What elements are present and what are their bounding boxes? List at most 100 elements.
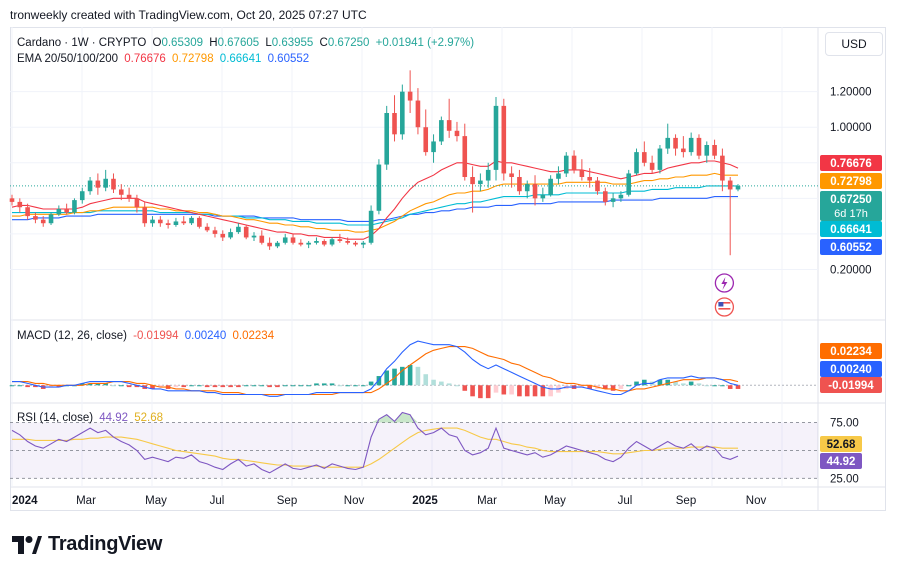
macd-histogram-bar xyxy=(587,385,592,389)
ohlc-low-label: L xyxy=(265,37,272,49)
ema20-line xyxy=(11,160,739,240)
candle-body xyxy=(602,191,608,202)
price-badge-label: 0.66641 xyxy=(830,224,872,236)
macd-histogram-bar xyxy=(626,385,632,387)
candle-body xyxy=(712,145,717,156)
macd-histogram-bar xyxy=(17,385,23,387)
candle-body xyxy=(540,194,546,199)
macd-histogram-bar xyxy=(673,381,678,386)
price-badge xyxy=(820,221,882,237)
tradingview-logo[interactable]: TradingView xyxy=(12,533,162,556)
ohlc-open-label: O xyxy=(152,37,162,49)
rsi-axis-tick: 75.00 xyxy=(830,418,859,430)
macd-histogram-bar xyxy=(634,381,639,386)
candle-countdown: 6d 17h xyxy=(834,208,868,220)
macd-histogram-bar xyxy=(126,385,132,388)
ohlc-close: 0.67250 xyxy=(327,37,370,49)
candle-body xyxy=(360,242,366,245)
macd-legend: MACD (12, 26, close) -0.01994 0.00240 0.… xyxy=(17,330,277,342)
candle-body xyxy=(64,209,69,213)
macd-histogram-bar xyxy=(204,385,210,388)
rsi-axis-tick: 25.00 xyxy=(830,473,859,485)
macd-histogram-bar xyxy=(704,385,710,387)
time-axis-label: May xyxy=(145,495,167,507)
candle-body xyxy=(681,148,686,153)
candle-body xyxy=(634,152,639,174)
macd-badge-label: -0.01994 xyxy=(828,380,874,392)
macd-hist-value: -0.01994 xyxy=(133,330,179,342)
macd-histogram-bar xyxy=(95,383,101,386)
macd-line-value: 0.00240 xyxy=(184,330,227,342)
candle-body xyxy=(173,221,179,225)
macd-histogram-bar xyxy=(189,385,194,387)
candle-body xyxy=(501,105,507,174)
macd-histogram-bar xyxy=(610,385,616,391)
candle-body xyxy=(33,216,38,220)
candle-body xyxy=(134,198,140,208)
candle-body xyxy=(204,226,210,231)
event-flag-icon xyxy=(714,297,735,317)
candle-body xyxy=(688,137,694,153)
candle-body xyxy=(197,217,202,227)
candle-body xyxy=(407,91,413,101)
macd-histogram-bar xyxy=(314,383,319,386)
macd-histogram-bar xyxy=(439,381,444,386)
macd-histogram-bar xyxy=(87,383,93,386)
candle-body xyxy=(478,180,483,185)
rsi-badge xyxy=(820,453,862,469)
candle-body xyxy=(673,137,678,149)
macd-histogram-bar xyxy=(275,385,280,388)
macd-histogram-bar xyxy=(282,385,288,387)
macd-histogram-bar xyxy=(337,385,343,387)
currency-button[interactable]: USD xyxy=(825,32,883,56)
candle-body xyxy=(556,173,561,179)
chart-credit: tronweekly created with TradingView.com,… xyxy=(10,8,367,22)
candle-body xyxy=(165,223,171,225)
candle-body xyxy=(415,100,421,128)
macd-histogram-bar xyxy=(111,385,116,387)
macd-histogram-bar xyxy=(720,385,725,387)
macd-histogram-bar xyxy=(212,385,218,388)
ema-label[interactable]: EMA 20/50/100/200 xyxy=(17,53,119,65)
candle-body xyxy=(72,200,77,213)
time-axis-label: Sep xyxy=(676,495,696,507)
ohlc-close-label: C xyxy=(319,37,328,49)
rsi-ma-value: 52.68 xyxy=(134,412,164,424)
candle-body xyxy=(563,155,569,174)
rsi-label[interactable]: RSI (14, close) xyxy=(17,412,94,424)
macd-histogram-bar xyxy=(298,385,304,387)
macd-histogram-bar xyxy=(602,385,608,389)
time-axis-label: May xyxy=(544,495,566,507)
symbol-name[interactable]: Cardano · 1W · CRYPTO xyxy=(17,37,147,49)
us-flag-stripe xyxy=(718,311,731,313)
candle-body xyxy=(236,226,241,233)
candle-body xyxy=(735,185,741,190)
time-axis-label: 2024 xyxy=(12,495,38,507)
ohlc-change: +0.01941 (+2.97%) xyxy=(375,37,475,49)
macd-histogram-bar xyxy=(688,381,694,386)
symbol-legend: Cardano · 1W · CRYPTO O0.65309 H0.67605 … xyxy=(17,37,477,49)
time-axis-label: 2025 xyxy=(412,495,438,507)
macd-label[interactable]: MACD (12, 26, close) xyxy=(17,330,127,342)
macd-histogram-bar xyxy=(345,385,350,387)
candle-body xyxy=(158,219,163,224)
candle-body xyxy=(95,180,101,188)
candle-body xyxy=(665,137,671,149)
candle-body xyxy=(649,162,655,170)
macd-signal-line xyxy=(12,346,739,396)
candle-body xyxy=(40,219,46,224)
macd-signal-value: 0.02234 xyxy=(232,330,275,342)
candle-body xyxy=(87,180,93,192)
macd-histogram-bar xyxy=(524,385,530,397)
candle-body xyxy=(267,242,272,247)
macd-histogram-bar xyxy=(56,385,62,388)
lightning-bolt-icon xyxy=(721,277,728,290)
candle-body xyxy=(321,241,327,245)
ema200-line xyxy=(12,196,738,222)
candle-body xyxy=(298,242,304,245)
macd-histogram-bar xyxy=(197,385,202,387)
candle-body xyxy=(181,221,187,224)
macd-histogram-bar xyxy=(25,385,30,388)
candle-body xyxy=(306,242,311,245)
macd-histogram-bar xyxy=(376,376,382,386)
